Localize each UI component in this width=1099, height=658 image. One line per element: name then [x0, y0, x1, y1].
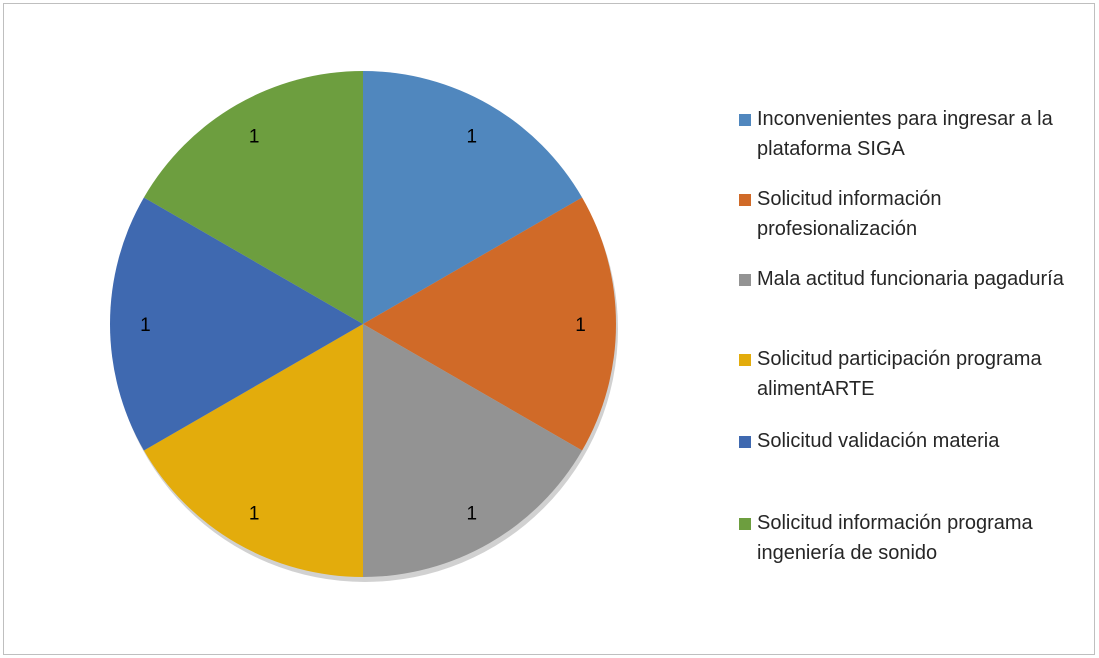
pie-slice: [363, 71, 583, 324]
chart-area: 1 1 1 1 1 1 Inconvenientes para ingresar a la…: [3, 3, 1095, 655]
slice-data-label: 1: [467, 503, 478, 524]
slice-data-label: 1: [467, 127, 478, 148]
legend-swatch: [739, 194, 751, 206]
legend-label: Solicitud información programa ingenierí…: [757, 512, 1033, 564]
legend-swatch: [739, 114, 751, 126]
pie-slice: [143, 324, 363, 577]
legend-item: Mala actitud funcionaria pagaduría: [739, 264, 1092, 294]
legend-label: Inconvenientes para ingresar a la plataf…: [757, 108, 1053, 160]
slice-data-label: 1: [575, 315, 586, 336]
legend-swatch: [739, 436, 751, 448]
pie-slice: [363, 324, 583, 577]
legend-item: Solicitud información programa ingenierí…: [739, 508, 1092, 568]
legend-label: Solicitud participación programa aliment…: [757, 348, 1042, 400]
pie-slice: [363, 197, 616, 451]
legend-swatch: [739, 518, 751, 530]
legend-swatch: [739, 354, 751, 366]
legend-item: Solicitud validación materia: [739, 426, 1092, 456]
legend-label: Solicitud validación materia: [757, 430, 1000, 452]
pie-chart: 1 1 1 1 1 1: [109, 71, 618, 582]
legend-label: Mala actitud funcionaria pagaduría: [757, 268, 1064, 290]
legend-item: Inconvenientes para ingresar a la plataf…: [739, 104, 1092, 164]
legend-item: Solicitud participación programa aliment…: [739, 344, 1092, 404]
legend-swatch: [739, 274, 751, 286]
slice-data-label: 1: [249, 127, 260, 148]
legend-label: Solicitud información profesionalización: [757, 188, 942, 240]
slice-data-label: 1: [140, 315, 151, 336]
slice-data-label: 1: [249, 503, 260, 524]
pie-slice: [143, 71, 363, 324]
legend-item: Solicitud información profesionalización: [739, 184, 1092, 244]
pie-slice: [109, 197, 363, 451]
